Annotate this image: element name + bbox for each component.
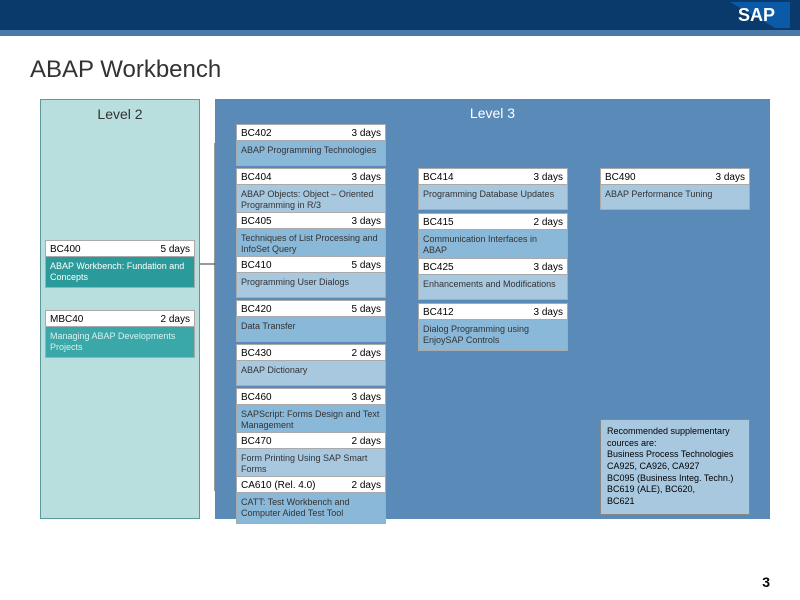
level3-panel: Level 3 BC402 3 days ABAP Programming Tech…	[215, 99, 770, 519]
page-title: ABAP Workbench	[30, 56, 800, 84]
supplementary-note: Recommended supplementary cources are: B…	[600, 419, 750, 515]
course-code: BC430	[241, 348, 272, 357]
topbar: SAP	[0, 0, 800, 30]
course-duration: 2 days	[161, 314, 190, 323]
col1-course-2: BC405 3 days Techniques of List Processing…	[236, 212, 386, 260]
course-duration: 2 days	[352, 436, 381, 445]
course-header: BC400 5 days	[46, 241, 194, 257]
course-code: BC490	[605, 172, 636, 181]
course-code: BC460	[241, 392, 272, 401]
course-desc: Communication Interfaces in ABAP	[419, 230, 567, 260]
course-code: BC402	[241, 128, 272, 137]
course-desc: Enhancements and Modifications	[419, 275, 567, 299]
course-desc: Programming Database Updates	[419, 185, 567, 209]
course-desc: Programming User Dialogs	[237, 273, 385, 297]
level2-course-1: MBC40 2 days Managing ABAP Developments Pr…	[45, 310, 195, 358]
course-duration: 3 days	[352, 128, 381, 137]
course-duration: 3 days	[534, 172, 563, 181]
course-desc: Data Transfer	[237, 317, 385, 341]
course-desc: Techniques of List Processing and InfoSe…	[237, 229, 385, 259]
course-header: BC412 3 days	[419, 304, 567, 320]
course-header: BC415 2 days	[419, 214, 567, 230]
course-desc: Managing ABAP Developments Projects	[46, 327, 194, 357]
course-desc: SAPScript: Forms Design and Text Managem…	[237, 405, 385, 435]
col1-course-6: BC460 3 days SAPScript: Forms Design and T…	[236, 388, 386, 436]
col1-course-3: BC410 5 days Programming User Dialogs	[236, 256, 386, 298]
col1-course-8: CA610 (Rel. 4.0) 2 days CATT: Test Workben…	[236, 476, 386, 524]
course-duration: 3 days	[352, 172, 381, 181]
course-header: BC405 3 days	[237, 213, 385, 229]
course-duration: 2 days	[352, 480, 381, 489]
level2-panel: Level 2 BC400 5 days ABAP Workbench: Funda…	[40, 99, 200, 519]
course-code: BC404	[241, 172, 272, 181]
svg-text:SAP: SAP	[738, 5, 775, 25]
course-duration: 5 days	[161, 244, 190, 253]
course-header: BC460 3 days	[237, 389, 385, 405]
col2-course-0: BC414 3 days Programming Database Updates	[418, 168, 568, 210]
course-desc: ABAP Programming Technologies	[237, 141, 385, 165]
course-desc: Dialog Programming using EnjoySAP Contro…	[419, 320, 567, 350]
course-duration: 3 days	[716, 172, 745, 181]
sap-logo: SAP	[730, 2, 790, 33]
col1-course-0: BC402 3 days ABAP Programming Technologies	[236, 124, 386, 166]
level2-course-0: BC400 5 days ABAP Workbench: Fundation and…	[45, 240, 195, 288]
col1-course-7: BC470 2 days Form Printing Using SAP Smart…	[236, 432, 386, 480]
course-header: MBC40 2 days	[46, 311, 194, 327]
col1-course-4: BC420 5 days Data Transfer	[236, 300, 386, 342]
course-header: BC420 5 days	[237, 301, 385, 317]
course-header: BC410 5 days	[237, 257, 385, 273]
course-duration: 5 days	[352, 304, 381, 313]
course-header: BC402 3 days	[237, 125, 385, 141]
course-code: BC412	[423, 307, 454, 316]
course-code: BC415	[423, 217, 454, 226]
course-desc: ABAP Dictionary	[237, 361, 385, 385]
course-header: BC430 2 days	[237, 345, 385, 361]
course-desc: ABAP Performance Tuning	[601, 185, 749, 209]
course-header: CA610 (Rel. 4.0) 2 days	[237, 477, 385, 493]
course-duration: 3 days	[352, 392, 381, 401]
course-code: BC400	[50, 244, 81, 253]
course-header: BC490 3 days	[601, 169, 749, 185]
course-code: BC420	[241, 304, 272, 313]
col2-course-3: BC412 3 days Dialog Programming using Enjo…	[418, 303, 568, 351]
course-desc: ABAP Objects: Object – Oriented Programm…	[237, 185, 385, 215]
course-code: MBC40	[50, 314, 83, 323]
course-header: BC425 3 days	[419, 259, 567, 275]
col3-course-0: BC490 3 days ABAP Performance Tuning	[600, 168, 750, 210]
col2-course-2: BC425 3 days Enhancements and Modification…	[418, 258, 568, 300]
course-code: BC470	[241, 436, 272, 445]
course-desc: ABAP Workbench: Fundation and Concepts	[46, 257, 194, 287]
col2-course-1: BC415 2 days Communication Interfaces in A…	[418, 213, 568, 261]
page-number: 3	[762, 574, 770, 590]
course-code: BC414	[423, 172, 454, 181]
course-header: BC404 3 days	[237, 169, 385, 185]
course-code: BC410	[241, 260, 272, 269]
subbar	[0, 30, 800, 36]
course-code: BC425	[423, 262, 454, 271]
course-desc: CATT: Test Workbench and Computer Aided …	[237, 493, 385, 523]
course-duration: 2 days	[352, 348, 381, 357]
col1-course-1: BC404 3 days ABAP Objects: Object – Orient…	[236, 168, 386, 216]
course-code: CA610 (Rel. 4.0)	[241, 480, 315, 489]
course-header: BC470 2 days	[237, 433, 385, 449]
course-duration: 2 days	[534, 217, 563, 226]
course-desc: Form Printing Using SAP Smart Forms	[237, 449, 385, 479]
course-code: BC405	[241, 216, 272, 225]
course-duration: 3 days	[352, 216, 381, 225]
course-duration: 3 days	[534, 262, 563, 271]
level2-title: Level 2	[41, 100, 199, 128]
col1-course-5: BC430 2 days ABAP Dictionary	[236, 344, 386, 386]
course-duration: 3 days	[534, 307, 563, 316]
course-duration: 5 days	[352, 260, 381, 269]
level3-title: Level 3	[215, 99, 770, 127]
course-header: BC414 3 days	[419, 169, 567, 185]
